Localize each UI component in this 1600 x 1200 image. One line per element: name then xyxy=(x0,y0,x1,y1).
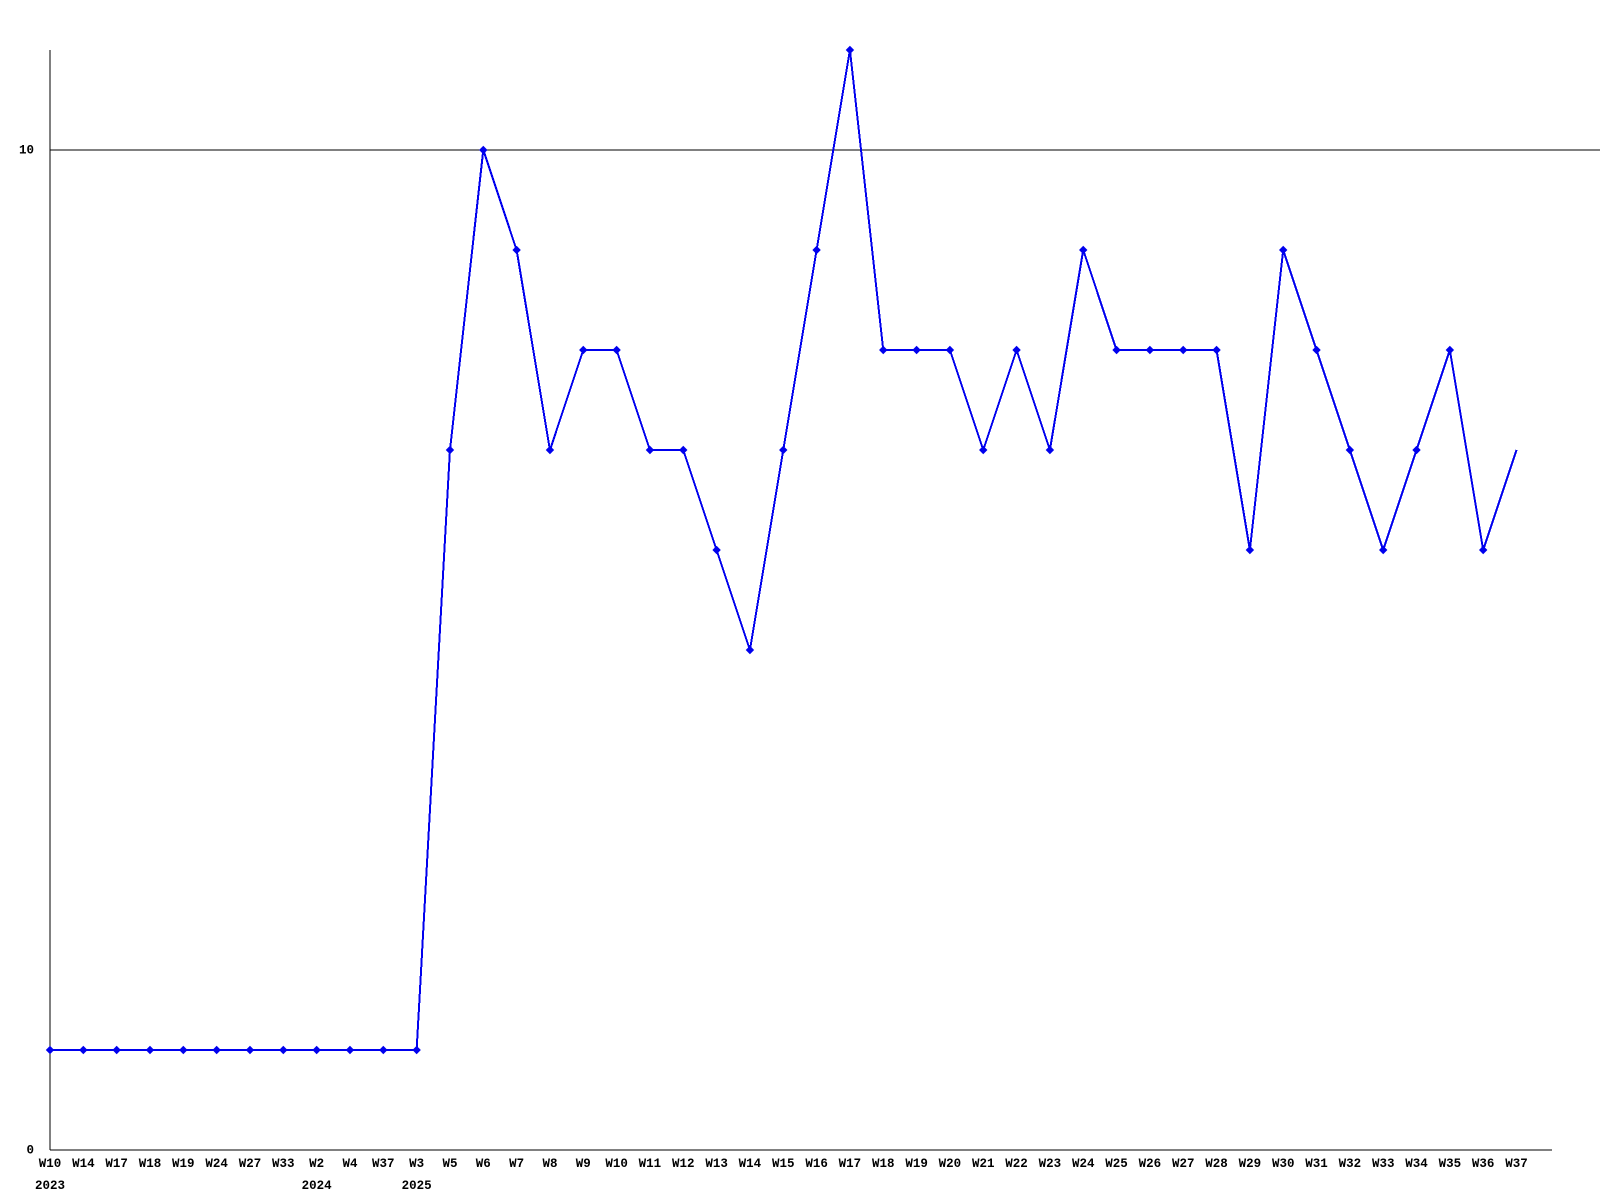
svg-text:W3: W3 xyxy=(409,1157,424,1171)
svg-text:W27: W27 xyxy=(239,1157,262,1171)
svg-text:W9: W9 xyxy=(576,1157,591,1171)
svg-text:W16: W16 xyxy=(805,1157,828,1171)
svg-text:W22: W22 xyxy=(1005,1157,1028,1171)
svg-text:2023: 2023 xyxy=(35,1179,65,1193)
svg-text:2024: 2024 xyxy=(302,1179,333,1193)
svg-text:W18: W18 xyxy=(872,1157,895,1171)
svg-text:W5: W5 xyxy=(442,1157,457,1171)
svg-text:W34: W34 xyxy=(1405,1157,1428,1171)
svg-text:W19: W19 xyxy=(172,1157,195,1171)
svg-text:W23: W23 xyxy=(1039,1157,1062,1171)
svg-text:W17: W17 xyxy=(105,1157,128,1171)
svg-text:W17: W17 xyxy=(839,1157,862,1171)
svg-text:W4: W4 xyxy=(342,1157,358,1171)
svg-text:W37: W37 xyxy=(372,1157,395,1171)
svg-text:2025: 2025 xyxy=(402,1179,432,1193)
svg-text:10: 10 xyxy=(19,144,34,158)
svg-text:W14: W14 xyxy=(739,1157,762,1171)
svg-text:W6: W6 xyxy=(476,1157,491,1171)
svg-text:W11: W11 xyxy=(639,1157,662,1171)
svg-text:W32: W32 xyxy=(1339,1157,1362,1171)
svg-text:W8: W8 xyxy=(542,1157,557,1171)
svg-text:W24: W24 xyxy=(1072,1157,1095,1171)
svg-text:W35: W35 xyxy=(1439,1157,1462,1171)
svg-text:W7: W7 xyxy=(509,1157,524,1171)
svg-text:W14: W14 xyxy=(72,1157,95,1171)
svg-text:W15: W15 xyxy=(772,1157,795,1171)
svg-text:W30: W30 xyxy=(1272,1157,1295,1171)
svg-text:W33: W33 xyxy=(1372,1157,1395,1171)
svg-text:W20: W20 xyxy=(939,1157,962,1171)
svg-text:W10: W10 xyxy=(605,1157,628,1171)
svg-text:W10: W10 xyxy=(39,1157,62,1171)
svg-text:W37: W37 xyxy=(1505,1157,1528,1171)
svg-text:W12: W12 xyxy=(672,1157,695,1171)
svg-text:W19: W19 xyxy=(905,1157,928,1171)
svg-text:W2: W2 xyxy=(309,1157,324,1171)
svg-text:W29: W29 xyxy=(1239,1157,1262,1171)
svg-text:W33: W33 xyxy=(272,1157,295,1171)
svg-text:W18: W18 xyxy=(139,1157,162,1171)
svg-text:W26: W26 xyxy=(1139,1157,1162,1171)
svg-text:W13: W13 xyxy=(705,1157,728,1171)
svg-text:W25: W25 xyxy=(1105,1157,1128,1171)
svg-text:W36: W36 xyxy=(1472,1157,1495,1171)
svg-text:W27: W27 xyxy=(1172,1157,1195,1171)
svg-text:0: 0 xyxy=(26,1144,34,1158)
svg-text:W21: W21 xyxy=(972,1157,995,1171)
svg-text:W31: W31 xyxy=(1305,1157,1328,1171)
svg-text:W24: W24 xyxy=(205,1157,228,1171)
svg-text:W28: W28 xyxy=(1205,1157,1228,1171)
